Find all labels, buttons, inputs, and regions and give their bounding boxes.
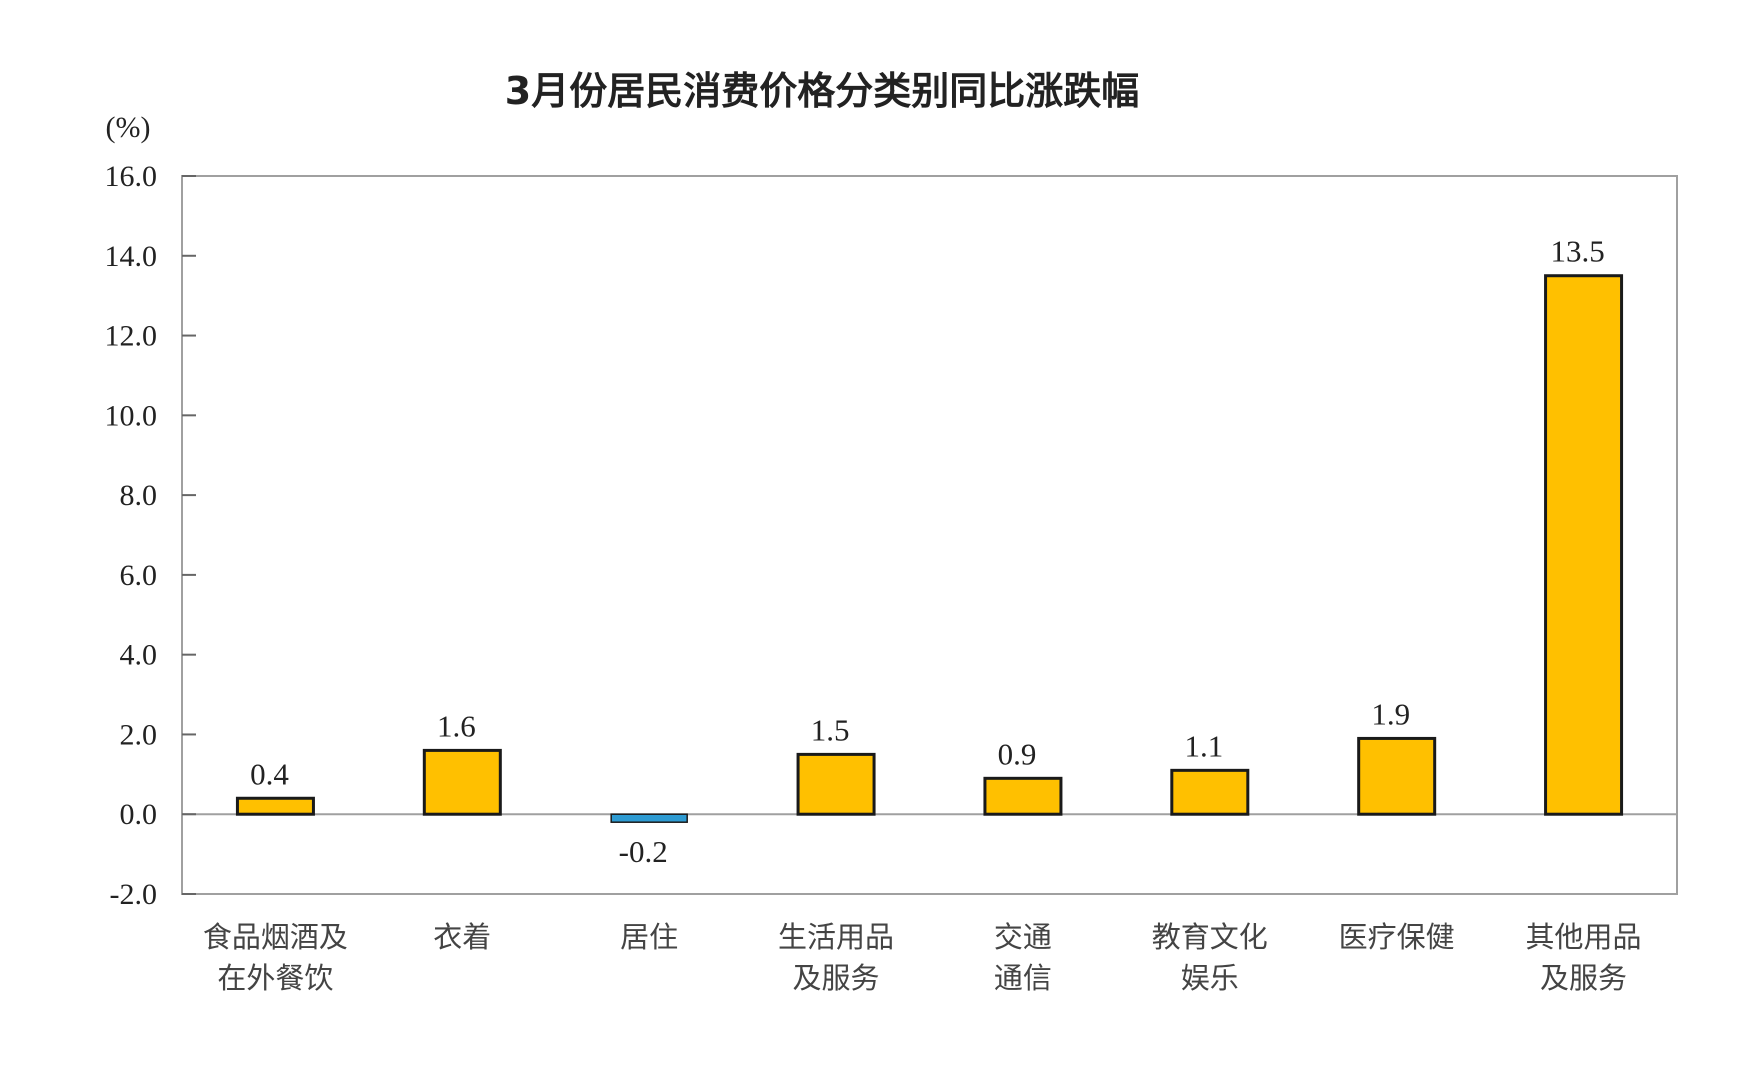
y-tick-label: 12.0 [105, 320, 158, 353]
x-category-label: 其他用品 [1526, 920, 1642, 954]
data-label: 1.1 [1184, 728, 1223, 763]
data-label: 1.9 [1371, 696, 1410, 731]
x-category-label: 医疗保健 [1339, 920, 1455, 954]
y-tick-label: 6.0 [120, 559, 158, 592]
y-tick-label: -2.0 [110, 878, 158, 911]
data-label: -0.2 [619, 834, 668, 869]
y-tick-label: 4.0 [120, 639, 158, 672]
bar [1544, 274, 1624, 816]
data-label: 13.5 [1550, 234, 1604, 269]
x-category-label: 在外餐饮 [217, 961, 333, 995]
y-tick-label: 2.0 [120, 718, 158, 751]
x-category-label: 及服务 [793, 961, 880, 995]
y-axis-unit: (%) [106, 111, 151, 144]
x-category-label: 衣着 [433, 920, 491, 954]
y-tick-label: 10.0 [105, 399, 158, 432]
bar [422, 748, 502, 816]
data-label: 1.6 [437, 708, 476, 743]
y-tick-label: 16.0 [105, 160, 158, 193]
bar [610, 813, 688, 823]
bar [235, 796, 315, 816]
x-category-label: 生活用品 [778, 920, 894, 954]
y-tick-label: 14.0 [105, 240, 158, 273]
chart-title: 3月份居民消费价格分类别同比涨跌幅 [505, 69, 1139, 113]
bar [796, 752, 876, 816]
bar [1170, 768, 1250, 816]
plot-frame [181, 175, 1678, 895]
y-tick-label: 8.0 [120, 479, 158, 512]
data-label: 1.5 [811, 712, 850, 747]
x-category-label: 居住 [620, 920, 678, 954]
bar [983, 776, 1063, 816]
x-category-label: 食品烟酒及 [203, 920, 348, 954]
x-category-label: 娱乐 [1181, 961, 1239, 995]
x-category-label: 交通 [994, 920, 1052, 954]
bar [1357, 736, 1437, 816]
x-category-label: 及服务 [1540, 961, 1627, 995]
x-category-label: 通信 [994, 961, 1052, 995]
data-label: 0.4 [250, 756, 289, 791]
y-tick-label: 0.0 [120, 798, 158, 831]
data-label: 0.9 [998, 736, 1037, 771]
x-category-label: 教育文化 [1152, 920, 1268, 954]
